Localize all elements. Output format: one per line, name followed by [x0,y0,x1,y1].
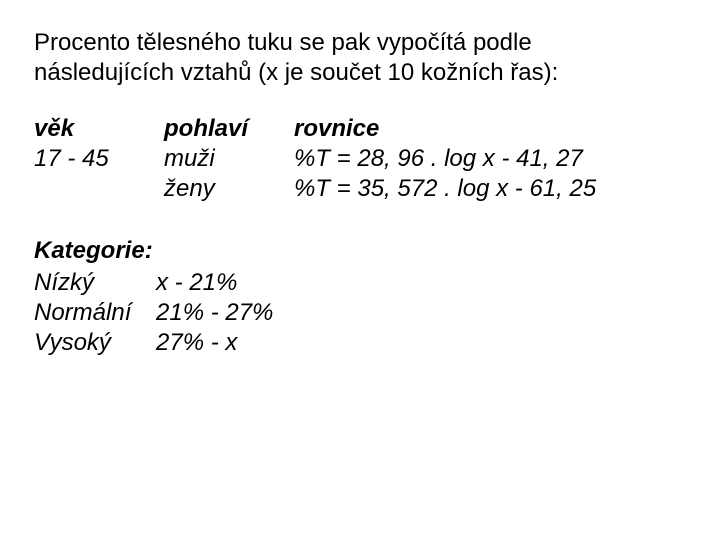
cell-equation: %T = 28, 96 . log x - 41, 27 [294,144,583,174]
intro-text: Procento tělesného tuku se pak vypočítá … [34,28,686,88]
cell-age [34,174,164,204]
header-gender: pohlaví [164,114,294,144]
category-row: Vysoký 27% - x [34,328,686,358]
header-equation: rovnice [294,114,379,144]
categories-title: Kategorie: [34,236,686,266]
intro-line-2: následujících vztahů (x je součet 10 kož… [34,58,686,88]
category-range: 27% - x [156,328,237,358]
cell-age: 17 - 45 [34,144,164,174]
cell-gender: ženy [164,174,294,204]
category-label: Nízký [34,268,156,298]
table-row: 17 - 45 muži %T = 28, 96 . log x - 41, 2… [34,144,686,174]
header-age: věk [34,114,164,144]
cell-gender: muži [164,144,294,174]
formula-table: věk pohlaví rovnice 17 - 45 muži %T = 28… [34,114,686,204]
category-range: x - 21% [156,268,237,298]
table-header-row: věk pohlaví rovnice [34,114,686,144]
categories-block: Kategorie: Nízký x - 21% Normální 21% - … [34,236,686,358]
category-label: Normální [34,298,156,328]
table-row: ženy %T = 35, 572 . log x - 61, 25 [34,174,686,204]
category-label: Vysoký [34,328,156,358]
cell-equation: %T = 35, 572 . log x - 61, 25 [294,174,596,204]
category-row: Nízký x - 21% [34,268,686,298]
intro-line-1: Procento tělesného tuku se pak vypočítá … [34,28,686,58]
category-row: Normální 21% - 27% [34,298,686,328]
category-range: 21% - 27% [156,298,273,328]
